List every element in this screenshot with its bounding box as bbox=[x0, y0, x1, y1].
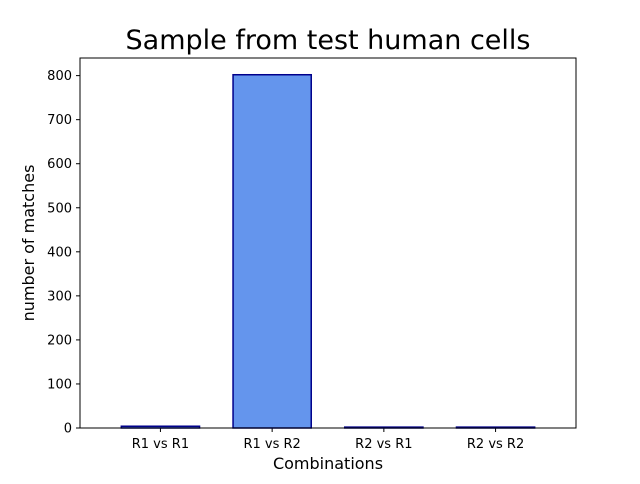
bars bbox=[120, 73, 536, 429]
x-tick-label: R2 vs R2 bbox=[467, 437, 524, 452]
y-axis-ticks: 0 100 200 300 400 500 600 700 800 bbox=[47, 69, 80, 437]
x-tick-label: R1 vs R1 bbox=[132, 437, 189, 452]
x-axis-ticks: R1 vs R1 R1 vs R2 R2 vs R1 R2 vs R2 bbox=[132, 428, 524, 452]
y-tick-label: 500 bbox=[47, 201, 72, 216]
y-axis-label: number of matches bbox=[19, 165, 38, 322]
y-tick-label: 600 bbox=[47, 157, 72, 172]
y-tick-label: 400 bbox=[47, 245, 72, 260]
x-tick-label: R2 vs R1 bbox=[355, 437, 412, 452]
y-tick-label: 100 bbox=[47, 377, 72, 392]
bar bbox=[232, 73, 312, 429]
y-tick-label: 700 bbox=[47, 113, 72, 128]
plot-frame bbox=[79, 57, 577, 429]
y-tick-label: 0 bbox=[64, 422, 72, 437]
y-tick-label: 800 bbox=[47, 69, 72, 84]
x-axis-label: Combinations bbox=[273, 454, 383, 473]
chart-title: Sample from test human cells bbox=[126, 25, 531, 56]
x-tick-label: R1 vs R2 bbox=[243, 437, 300, 452]
y-tick-label: 200 bbox=[47, 333, 72, 348]
y-tick-label: 300 bbox=[47, 289, 72, 304]
